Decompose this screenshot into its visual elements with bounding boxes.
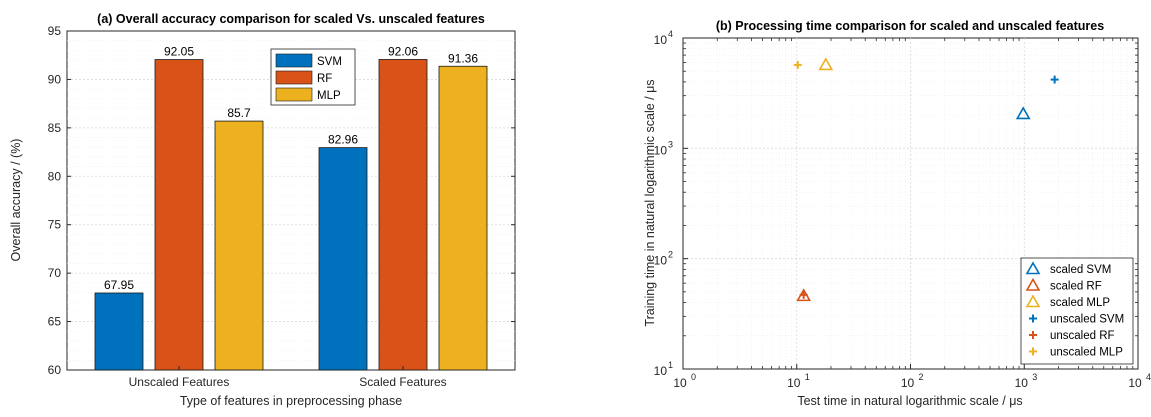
accuracy-y-tick-label: 90: [48, 72, 62, 86]
time-y-tick-exponent: 2: [668, 250, 673, 260]
time-x-tick-exponent: 0: [691, 372, 696, 382]
point-unscaled-MLP: [793, 60, 802, 69]
legend-marker-scaled-SVM: [1025, 261, 1041, 275]
bar-value-label: 85.7: [227, 106, 251, 120]
legend-label-mlp: MLP: [317, 90, 341, 102]
accuracy-y-tick-label: 65: [48, 315, 62, 329]
time-y-tick-exponent: 3: [668, 139, 673, 149]
time-legend: scaled SVM scaled RF scaled MLP unscaled SV…: [1020, 257, 1134, 365]
time-y-tick-label: 10: [654, 143, 668, 157]
accuracy-y-tick-label: 80: [48, 169, 62, 183]
bar-value-label: 67.95: [104, 278, 134, 292]
time-x-tick-exponent: 3: [1032, 372, 1037, 382]
time-y-tick-label: 10: [654, 364, 668, 378]
legend-label-rf: RF: [317, 73, 332, 85]
bar-value-label: 82.96: [328, 133, 358, 147]
bar-mlp-unscaled: [214, 120, 264, 371]
point-scaled-MLP: [818, 57, 834, 71]
accuracy-y-tick-label: 95: [48, 24, 62, 38]
time-x-tick-label: 10: [673, 376, 687, 390]
time-grid: [683, 38, 1138, 369]
accuracy-legend: SVM RF MLP: [270, 48, 356, 106]
bar-mlp-scaled: [438, 65, 488, 371]
legend-swatch-mlp: [275, 87, 313, 102]
legend-marker-scaled-RF: [1025, 277, 1041, 291]
time-chart-title: (b) Processing time comparison for scale…: [716, 19, 1104, 33]
point-unscaled-SVM: [1050, 75, 1059, 84]
time-y-axis-title: Training time in natural logarithmic sca…: [643, 79, 657, 326]
legend-marker-unscaled-RF: [1029, 331, 1037, 339]
time-x-tick-exponent: 1: [805, 372, 810, 382]
time-x-tick-exponent: 4: [1146, 372, 1151, 382]
time-x-tick-label: 10: [787, 376, 801, 390]
time-x-tick-label: 10: [901, 376, 915, 390]
bar-svm-unscaled: [94, 292, 144, 371]
time-y-tick-exponent: 1: [668, 360, 673, 370]
legend-label-unscaled-RF: unscaled RF: [1050, 330, 1115, 342]
bar-svm-scaled: [318, 147, 368, 371]
accuracy-y-tick-label: 75: [48, 218, 62, 232]
legend-swatch-svm: [275, 53, 313, 68]
accuracy-chart-title: (a) Overall accuracy comparison for scal…: [97, 12, 485, 26]
time-x-axis-title: Test time in natural logarithmic scale /…: [797, 394, 1022, 408]
time-points: [793, 57, 1059, 302]
accuracy-x-tick-label: Scaled Features: [359, 375, 446, 389]
time-x-tick-label: 10: [1128, 376, 1142, 390]
bar-value-label: 91.36: [448, 51, 478, 65]
time-y-tick-label: 10: [654, 254, 668, 268]
legend-marker-scaled-MLP: [1025, 294, 1041, 308]
accuracy-y-tick-label: 60: [48, 363, 62, 377]
processing-time-scatter-chart: 10 0 10 1 10 2 10 3 10 410 110 210 310 4 (b) Processi…: [643, 19, 1151, 408]
accuracy-x-axis-title: Type of features in preprocessing phase: [180, 394, 402, 408]
point-unscaled-RF: [799, 290, 808, 299]
point-scaled-SVM: [1015, 106, 1031, 120]
legend-label-unscaled-SVM: unscaled SVM: [1050, 314, 1124, 326]
legend-swatch-rf: [275, 70, 313, 85]
accuracy-bars: 67.95 92.05 85.7 82.96 92.06 91.36: [94, 44, 488, 371]
accuracy-y-ticks: 60 65 70 75 80 85 90 95: [48, 24, 515, 377]
legend-marker-unscaled-MLP: [1029, 347, 1037, 356]
legend-label-scaled-RF: scaled RF: [1050, 281, 1102, 293]
accuracy-x-tick-label: Unscaled Features: [129, 375, 230, 389]
legend-label-unscaled-MLP: unscaled MLP: [1050, 347, 1123, 359]
time-x-tick-exponent: 2: [919, 372, 924, 382]
bar-rf-scaled: [378, 59, 428, 371]
accuracy-x-ticks: Unscaled Features Scaled Features: [129, 366, 447, 389]
accuracy-y-axis-title: Overall accuracy / (%): [9, 139, 23, 262]
bar-value-label: 92.05: [164, 45, 194, 59]
time-y-tick-label: 10: [654, 33, 668, 47]
time-y-tick-exponent: 4: [668, 29, 673, 39]
legend-label-scaled-SVM: scaled SVM: [1050, 264, 1111, 276]
legend-marker-unscaled-SVM: [1029, 314, 1037, 323]
accuracy-y-tick-label: 70: [48, 266, 62, 280]
bar-value-label: 92.06: [388, 44, 418, 58]
time-ticks: 10 0 10 1 10 2 10 3 10 410 110 210 310 4: [654, 29, 1151, 390]
bar-rf-unscaled: [154, 59, 204, 371]
legend-label-svm: SVM: [317, 56, 342, 68]
time-legend-box: [1020, 257, 1134, 365]
accuracy-y-tick-label: 85: [48, 121, 62, 135]
time-x-tick-label: 10: [1015, 376, 1029, 390]
accuracy-bar-chart: 67.95 92.05 85.7 82.96 92.06 91.36 60 65 70 75 80…: [9, 12, 516, 408]
legend-label-scaled-MLP: scaled MLP: [1050, 297, 1110, 309]
